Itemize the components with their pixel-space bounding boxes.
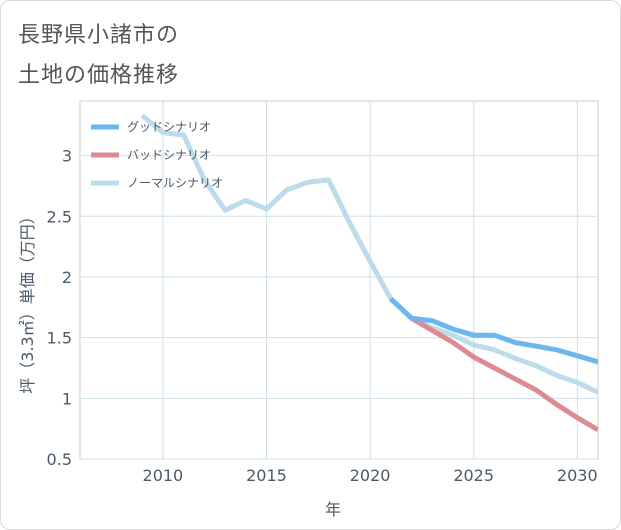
x-tick-label: 2020 — [350, 466, 391, 485]
x-axis-label: 年 — [325, 500, 341, 519]
x-tick-label: 2010 — [143, 466, 184, 485]
x-tick-label: 2025 — [453, 466, 494, 485]
y-tick-label: 1 — [62, 389, 72, 408]
chart-title-line-1: 長野県小諸市の — [18, 23, 180, 48]
series-line-2 — [140, 113, 598, 395]
y-tick-label: 3 — [62, 147, 72, 166]
legend-label-1: バッドシナリオ — [127, 148, 211, 162]
chart-title-line-2: 土地の価格推移 — [18, 63, 180, 88]
plot-area — [79, 100, 599, 460]
legend-label-0: グッドシナリオ — [127, 120, 211, 134]
grid-lines — [80, 101, 598, 460]
y-axis-label: 坪（3.3㎡）単価（万円） — [18, 208, 37, 393]
x-tick-label: 2030 — [557, 466, 598, 485]
x-tick-label: 2015 — [246, 466, 287, 485]
legend-label-2: ノーマルシナリオ — [127, 176, 223, 190]
tick-labels: 0.5 1 1.5 2 2.5 3 2010 2015 2020 2025 2030 — [47, 147, 598, 485]
y-tick-label: 1.5 — [47, 329, 72, 348]
series-layer — [140, 113, 598, 433]
y-tick-label: 2.5 — [47, 207, 72, 226]
y-tick-label: 2 — [62, 268, 72, 287]
y-tick-label: 0.5 — [47, 450, 72, 469]
series-line-0 — [389, 296, 598, 365]
series-line-1 — [389, 296, 598, 433]
